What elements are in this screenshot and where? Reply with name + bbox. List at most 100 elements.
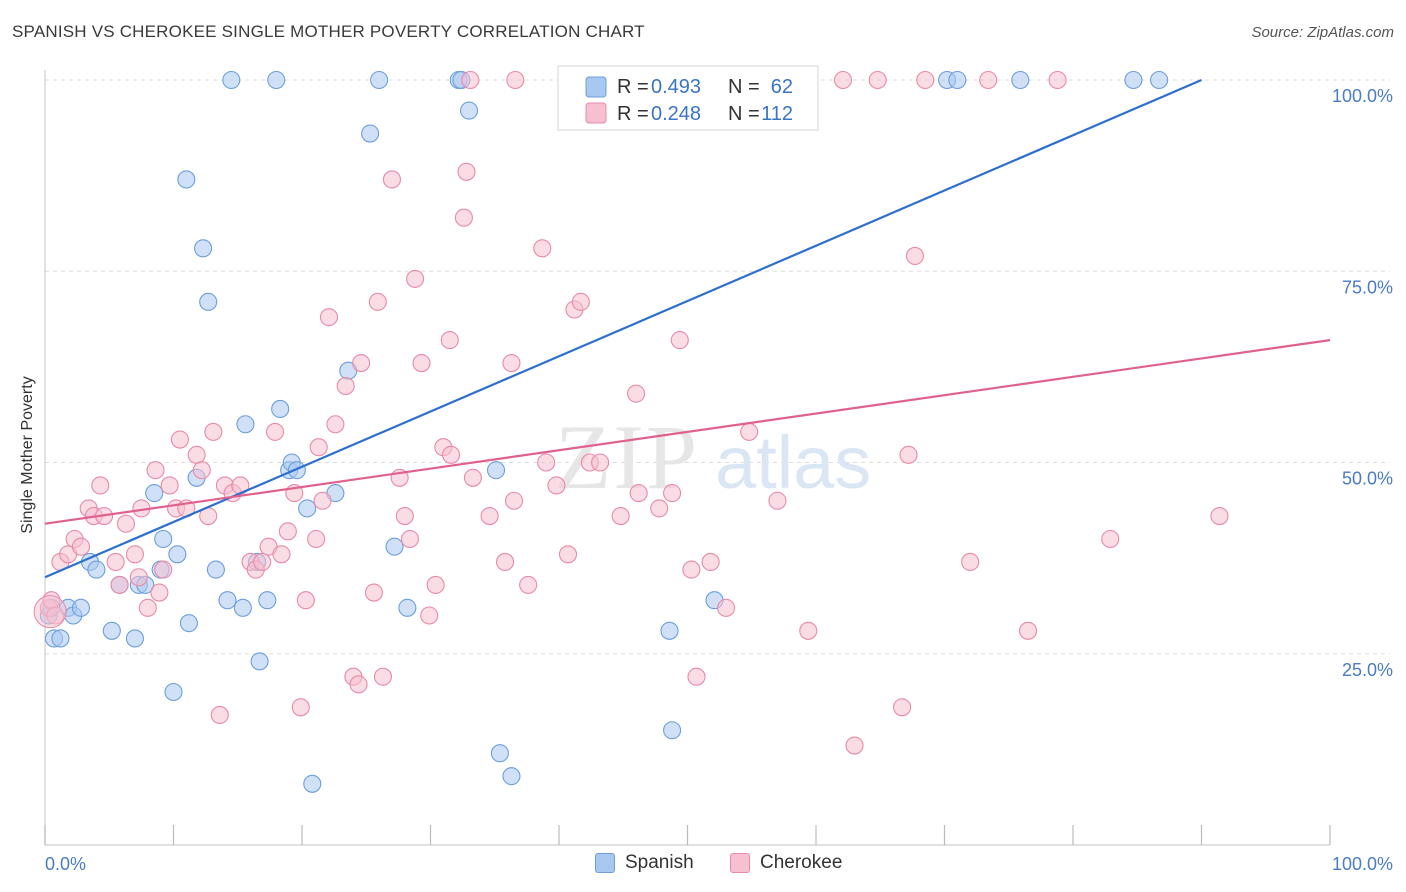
cherokee-point — [400, 529, 419, 549]
cherokee-point — [502, 353, 521, 373]
cherokee-point — [373, 667, 393, 686]
bottom-legend-swatch-cherokee — [730, 853, 750, 873]
cherokee-point — [716, 598, 736, 617]
cherokee-point — [291, 698, 310, 717]
cherokee-point — [461, 70, 480, 90]
cherokee-point — [558, 545, 578, 564]
cherokee-point — [1101, 529, 1120, 549]
y-tick-label: 75.0% — [1342, 277, 1393, 297]
y-tick-labels: 25.0% 50.0% 75.0% 100.0% — [1332, 86, 1393, 680]
cherokee-point — [504, 491, 524, 510]
cherokee-point — [204, 422, 223, 441]
x-tick-label-max: 100.0% — [1332, 854, 1393, 874]
cherokee-point — [440, 331, 459, 350]
spanish-point — [370, 70, 389, 90]
watermark-atlas: atlas — [715, 421, 871, 504]
cherokee-point — [412, 353, 431, 373]
cherokee-point — [406, 269, 425, 288]
cherokee-point — [454, 208, 473, 227]
spanish-point — [71, 598, 91, 617]
spanish-point — [459, 101, 479, 120]
cherokee-point — [833, 70, 853, 90]
spanish-point — [236, 415, 255, 434]
spanish-point — [145, 484, 164, 503]
cherokee-point — [547, 476, 566, 495]
cherokee-point — [1210, 506, 1229, 526]
spanish-point — [51, 629, 70, 648]
spanish-point — [164, 682, 183, 702]
spanish-point — [206, 560, 225, 579]
cherokee-point — [457, 162, 476, 181]
cherokee-point — [663, 484, 682, 503]
spanish-point — [663, 721, 682, 740]
cherokee-point — [125, 545, 144, 564]
cherokee-point — [495, 552, 515, 572]
bottom-legend-label-cherokee: Cherokee — [760, 852, 843, 873]
cherokee-point — [629, 484, 648, 503]
legend-r-value-spanish: 0.493 — [651, 76, 701, 98]
cherokee-point — [591, 453, 610, 472]
cherokee-point — [1018, 621, 1038, 640]
cherokee-point — [33, 595, 67, 629]
spanish-trend-line — [44, 78, 1202, 579]
cherokee-point — [192, 461, 211, 480]
bottom-legend-label-spanish: Spanish — [625, 852, 694, 873]
cherokee-point — [420, 606, 439, 625]
spanish-point — [154, 529, 173, 549]
cherokee-point — [682, 560, 701, 579]
cherokee-point — [395, 506, 414, 526]
cherokee-point — [150, 583, 169, 602]
legend-r-label-cherokee: R = — [617, 103, 649, 125]
cherokee-point — [701, 552, 720, 572]
chart-title: SPANISH VS CHEROKEE SINGLE MOTHER POVERT… — [12, 22, 645, 41]
source-label: Source: ZipAtlas.com — [1251, 24, 1394, 41]
cherokee-point — [799, 621, 818, 640]
cherokee-point — [893, 698, 912, 717]
spanish-point — [398, 598, 417, 617]
spanish-point — [486, 461, 506, 480]
cherokee-point — [463, 468, 482, 487]
cherokee-point — [160, 476, 179, 495]
cherokee-point — [845, 736, 864, 755]
spanish-point — [87, 560, 106, 579]
cherokee-point — [480, 506, 499, 526]
spanish-point — [250, 652, 269, 671]
legend-r-value-cherokee: 0.248 — [651, 103, 701, 125]
cherokee-point — [110, 575, 129, 594]
x-tick-label-min: 0.0% — [45, 854, 86, 874]
spanish-point — [102, 621, 121, 640]
spanish-point — [199, 292, 218, 311]
spanish-point — [303, 774, 322, 793]
cherokee-point — [272, 545, 291, 564]
cherokee-point — [296, 591, 315, 610]
cherokee-point — [319, 308, 339, 327]
cherokee-point — [368, 292, 387, 311]
trend-lines — [44, 78, 1331, 579]
y-tick-label: 25.0% — [1342, 660, 1393, 680]
legend-r-label-spanish: R = — [617, 76, 649, 98]
cherokee-point — [349, 675, 368, 694]
spanish-point — [660, 621, 679, 640]
cherokee-point — [364, 583, 384, 602]
spanish-point — [125, 629, 144, 648]
spanish-point — [218, 591, 237, 610]
spanish-point — [361, 124, 380, 143]
cherokee-point — [116, 514, 136, 533]
bottom-legend-spanish: Spanish — [595, 852, 694, 874]
cherokee-point — [154, 560, 173, 579]
x-ticks — [44, 825, 1331, 845]
cherokee-point — [571, 292, 590, 311]
spanish-point — [1124, 70, 1143, 90]
cherokee-point — [210, 705, 229, 725]
cherokee-point — [170, 430, 189, 449]
cherokee-point — [187, 445, 206, 464]
cherokee-point — [138, 598, 157, 617]
spanish-point — [194, 239, 213, 258]
cherokee-points — [33, 70, 1229, 755]
cherokee-point — [905, 246, 924, 265]
y-tick-label: 100.0% — [1332, 86, 1393, 106]
spanish-point — [1150, 70, 1169, 90]
cherokee-point — [352, 353, 371, 373]
cherokee-point — [129, 568, 148, 587]
